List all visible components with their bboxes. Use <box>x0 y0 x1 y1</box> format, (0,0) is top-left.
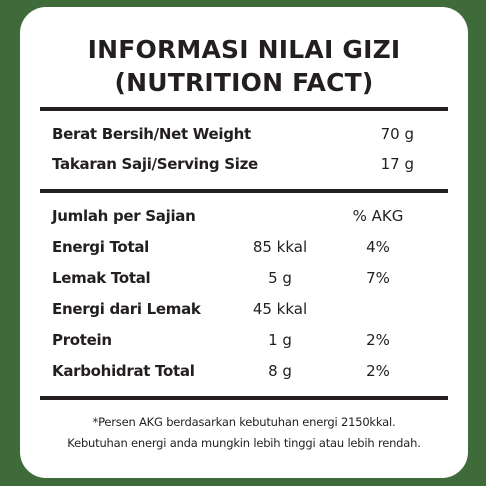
table-row: Karbohidrat Total 8 g 2% <box>52 356 436 386</box>
net-weight-value: 70 g <box>380 125 414 143</box>
table-row: Protein 1 g 2% <box>52 325 436 355</box>
title-line-1: INFORMASI NILAI GIZI <box>87 35 401 64</box>
serving-size-label: Takaran Saji/Serving Size <box>52 155 258 173</box>
label-title: INFORMASI NILAI GIZI (NUTRITION FACT) <box>20 33 468 99</box>
nutrient-label: Energi Total <box>52 238 149 256</box>
akg-footnote: *Persen AKG berdasarkan kebutuhan energi… <box>20 412 468 454</box>
footnote-line-2: Kebutuhan energi anda mungkin lebih ting… <box>67 436 421 450</box>
nutrient-label: Energi dari Lemak <box>52 300 201 318</box>
nutrient-amount: 45 kkal <box>252 300 308 318</box>
nutrient-amount: 8 g <box>268 362 292 380</box>
nutrient-akg: 2% <box>366 362 390 380</box>
table-row: Energi dari Lemak 45 kkal <box>52 294 436 324</box>
table-row: Lemak Total 5 g 7% <box>52 263 436 293</box>
serving-size-row: Takaran Saji/Serving Size 17 g <box>52 149 436 179</box>
footnote-line-1: *Persen AKG berdasarkan kebutuhan energi… <box>92 415 396 429</box>
nutrient-akg: 2% <box>366 331 390 349</box>
table-row: Energi Total 85 kkal 4% <box>52 232 436 262</box>
nutrient-akg: 4% <box>366 238 390 256</box>
serving-size-value: 17 g <box>380 155 414 173</box>
title-line-2: (NUTRITION FACT) <box>114 68 374 97</box>
table-header-row: Jumlah per Sajian % AKG <box>52 201 436 231</box>
net-weight-row: Berat Bersih/Net Weight 70 g <box>52 119 436 149</box>
divider-top <box>40 107 448 111</box>
divider-middle <box>40 189 448 193</box>
nutrient-label: Karbohidrat Total <box>52 362 195 380</box>
nutrient-amount: 85 kkal <box>252 238 308 256</box>
per-serving-header: Jumlah per Sajian <box>52 207 196 225</box>
nutrient-label: Protein <box>52 331 112 349</box>
nutrient-akg: 7% <box>366 269 390 287</box>
nutrient-amount: 1 g <box>268 331 292 349</box>
nutrition-label-card: INFORMASI NILAI GIZI (NUTRITION FACT) Be… <box>20 7 468 478</box>
akg-header: % AKG <box>352 207 404 225</box>
nutrient-amount: 5 g <box>268 269 292 287</box>
nutrient-label: Lemak Total <box>52 269 151 287</box>
divider-bottom <box>40 396 448 400</box>
net-weight-label: Berat Bersih/Net Weight <box>52 125 251 143</box>
